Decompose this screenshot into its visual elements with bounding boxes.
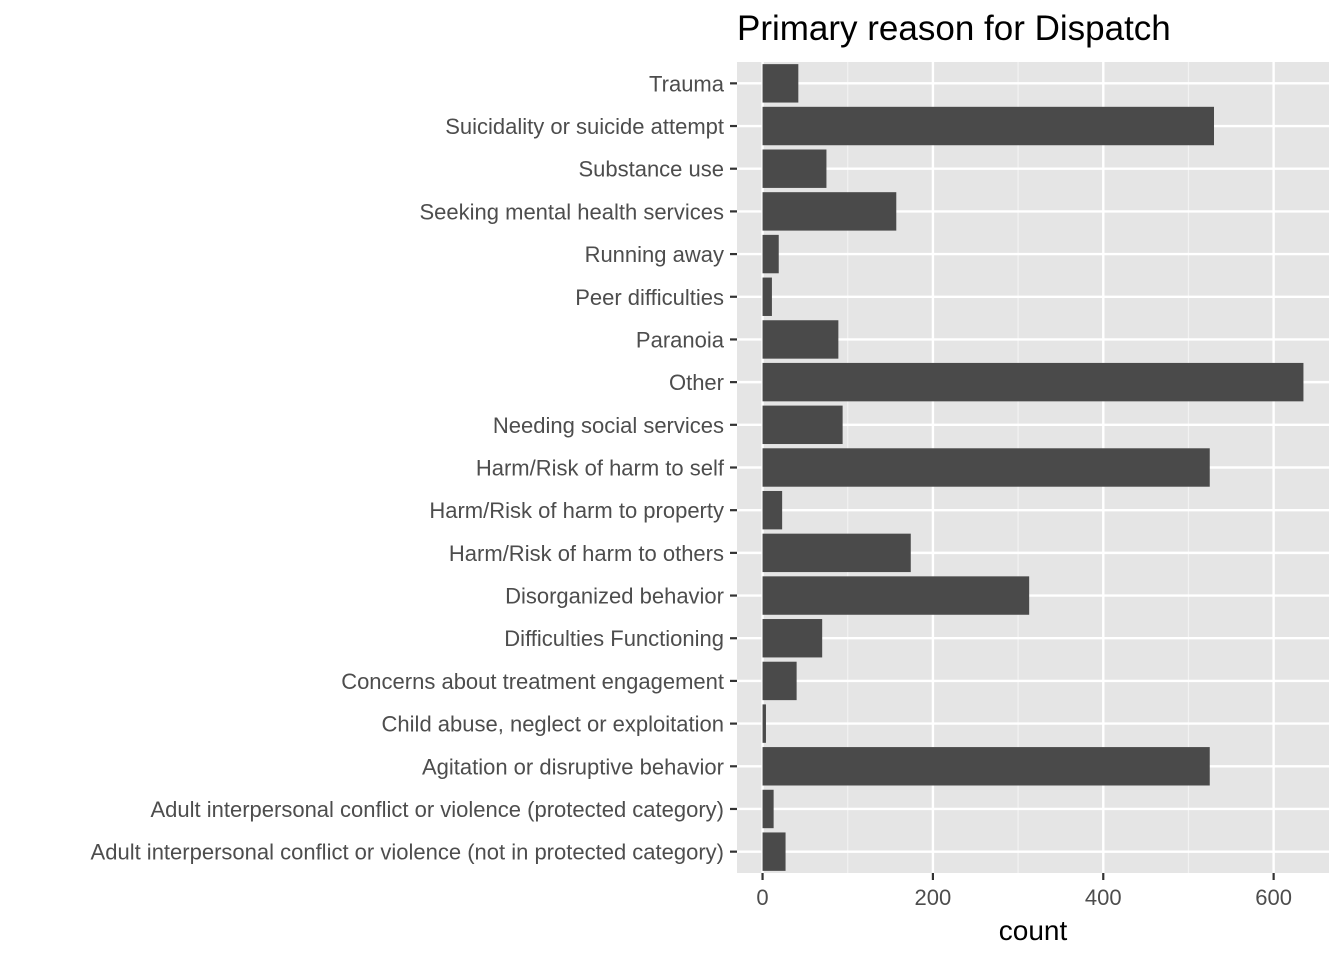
bars-layer xyxy=(762,64,1304,871)
y-tick-label: Peer difficulties xyxy=(575,285,724,310)
y-tick-label: Suicidality or suicide attempt xyxy=(445,114,724,139)
y-tick-label: Disorganized behavior xyxy=(505,584,724,609)
x-axis-title: count xyxy=(999,915,1068,946)
bar xyxy=(762,277,772,316)
x-tick-label: 600 xyxy=(1255,885,1292,910)
bar xyxy=(762,576,1030,615)
chart-title: Primary reason for Dispatch xyxy=(737,9,1171,48)
bar xyxy=(762,149,827,188)
y-tick-label: Other xyxy=(669,370,724,395)
y-tick-label: Difficulties Functioning xyxy=(504,626,724,651)
x-tick-label: 0 xyxy=(756,885,768,910)
y-tick-label: Needing social services xyxy=(493,413,724,438)
bar xyxy=(762,405,843,445)
bar xyxy=(762,789,774,829)
bar xyxy=(762,362,1304,402)
y-axis: Trauma Suicidality or suicide attempt Subs… xyxy=(91,71,737,865)
bar xyxy=(762,64,799,103)
y-tick-label: Trauma xyxy=(649,71,725,96)
y-tick-label: Paranoia xyxy=(636,327,725,352)
y-tick-label: Adult interpersonal conflict or violence… xyxy=(91,840,724,865)
y-tick-label: Substance use xyxy=(578,157,724,182)
bar xyxy=(762,832,786,871)
bar xyxy=(762,661,797,701)
y-tick-label: Concerns about treatment engagement xyxy=(341,669,724,694)
bar xyxy=(762,533,911,573)
bar xyxy=(762,704,766,743)
x-tick-label: 200 xyxy=(915,885,952,910)
y-tick-label: Running away xyxy=(585,242,724,267)
bar xyxy=(762,320,839,359)
y-tick-label: Child abuse, neglect or exploitation xyxy=(382,712,724,737)
bar xyxy=(762,448,1210,487)
bar xyxy=(762,490,783,530)
bar xyxy=(762,747,1210,786)
bar xyxy=(762,192,897,231)
bar xyxy=(762,234,779,274)
x-tick-label: 400 xyxy=(1085,885,1122,910)
y-tick-label: Harm/Risk of harm to others xyxy=(449,541,724,566)
y-tick-label: Agitation or disruptive behavior xyxy=(422,754,724,779)
y-tick-label: Harm/Risk of harm to property xyxy=(429,498,724,523)
y-tick-label: Harm/Risk of harm to self xyxy=(476,456,725,481)
bar xyxy=(762,619,823,658)
y-tick-label: Adult interpersonal conflict or violence… xyxy=(150,797,724,822)
x-axis: 0 200 400 600 xyxy=(756,873,1292,910)
y-tick-label: Seeking mental health services xyxy=(420,199,725,224)
bar xyxy=(762,106,1215,146)
